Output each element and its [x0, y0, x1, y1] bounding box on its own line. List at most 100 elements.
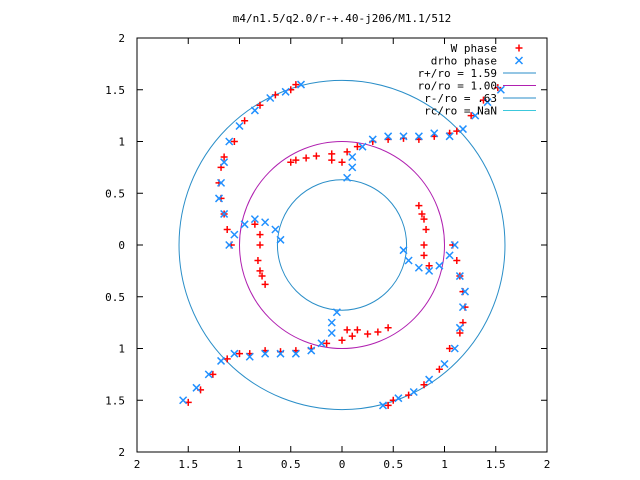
x-tick-label: 0.5 [281, 458, 301, 471]
circle-2 [276, 179, 408, 311]
w-phase-point [418, 210, 426, 218]
legend-drho-phase-key [514, 56, 524, 65]
chart-title: m4/n1.5/q2.0/r-+.40-j206/M1.1/512 [233, 12, 452, 25]
drho-phase-point [327, 318, 336, 327]
w-phase-point [384, 401, 392, 409]
drho-phase-point [445, 251, 454, 260]
x-tick-label: 2 [544, 458, 551, 471]
drho-phase-point [225, 240, 234, 250]
y-tick-label: 0 [118, 239, 125, 252]
drho-phase-point [261, 218, 270, 227]
y-tick-label: 1 [118, 136, 125, 149]
drho-phase-point [230, 349, 239, 358]
w-phase-point [384, 324, 392, 332]
w-phase-point [287, 158, 295, 166]
w-phase-point [415, 202, 423, 210]
x-tick-label: 2 [134, 458, 141, 471]
drho-phase-point [455, 323, 464, 332]
y-tick-label: 1.5 [105, 84, 125, 97]
drho-phase-point [276, 349, 285, 358]
drho-phase-point [399, 132, 408, 141]
y-tick-label: 0.5 [105, 291, 125, 304]
x-tick-label: 0 [339, 458, 346, 471]
w-phase-point [292, 81, 300, 89]
drho-phase-point [296, 80, 306, 89]
drho-phase-point [399, 246, 408, 255]
axis-ticks: 2 1.5 1 0.5 0 0.5 1 1.5 221.510.500.511.52 [105, 32, 550, 471]
legend-label: rc/ro = NaN [424, 105, 497, 118]
drho-phase-point [332, 308, 341, 317]
drho-phase-point [266, 93, 275, 103]
drho-phase-point [291, 349, 300, 358]
drho-phase-point [460, 287, 470, 296]
w-phase-point [256, 231, 264, 239]
w-phase-point [338, 336, 346, 344]
y-tick-label: 2 [118, 32, 125, 45]
y-tick-label: 1 [118, 343, 125, 356]
drho-phase-point [271, 225, 280, 234]
drho-phase-point [343, 173, 352, 182]
drho-phase-point [404, 256, 413, 265]
w-phase-point [467, 112, 475, 120]
w-phase-point [256, 241, 264, 249]
w-phase-point [435, 365, 443, 373]
drho-phase-point [250, 215, 259, 224]
w-phase-point [254, 257, 262, 265]
drho-phase-point [414, 132, 423, 141]
legend-w-phase-key [515, 44, 523, 52]
drho-phase-point [245, 352, 254, 361]
w-phase-point [353, 326, 361, 334]
circle-1 [239, 141, 445, 349]
w-phase-point [328, 156, 336, 164]
drho-phase-point [230, 230, 239, 239]
drho-phase-point [250, 106, 259, 115]
w-phase-point [236, 350, 243, 358]
drho-phase-point [414, 263, 423, 272]
drho-phase-point [394, 394, 403, 403]
w-phase-point [241, 117, 249, 125]
drho-phase-point [214, 194, 224, 203]
w-phase-point [353, 143, 361, 151]
drho-phase-point [217, 178, 226, 187]
drho-phase-point [217, 356, 226, 365]
w-phase-point [251, 220, 259, 228]
w-phase-point [312, 152, 320, 160]
reference-circles [178, 79, 506, 411]
drho-phase-point [327, 328, 336, 338]
drho-phase-point [358, 142, 367, 151]
x-tick-label: 1.5 [486, 458, 506, 471]
drho-phase-point [240, 220, 249, 229]
drho-phase-point [192, 383, 201, 392]
y-tick-label: 0.5 [105, 187, 125, 200]
w-phase-point [343, 326, 351, 334]
w-phase-point [220, 153, 228, 161]
w-phase-point [425, 262, 433, 270]
x-tick-label: 1 [236, 458, 243, 471]
drho-phase-point [425, 266, 434, 275]
drho-phase-point [204, 370, 213, 379]
drho-phase-point [281, 87, 290, 96]
drho-phase-point [455, 272, 464, 281]
drho-phase-point [348, 152, 357, 162]
drho-phase-point [348, 163, 357, 172]
drho-phase-point [483, 98, 492, 107]
drho-phase-point [458, 303, 467, 312]
w-phase-point [230, 138, 238, 145]
drho-phase-point [435, 261, 444, 270]
drho-phase-point [425, 375, 434, 384]
drho-phase-point [378, 401, 388, 410]
w-phase-point [420, 251, 428, 259]
w-phase-point [338, 158, 346, 166]
w-phase-point [422, 225, 430, 233]
w-phase-point [420, 381, 428, 389]
w-phase-point [209, 370, 217, 378]
drho-phase-point [368, 135, 377, 144]
w-phase-point [261, 280, 269, 288]
drho-phase-point [440, 359, 449, 369]
w-phase-point [420, 215, 428, 223]
w-phase-point [256, 267, 264, 275]
series-1 [179, 80, 505, 410]
legend-label: ro/ro = 1.00 [418, 80, 497, 93]
